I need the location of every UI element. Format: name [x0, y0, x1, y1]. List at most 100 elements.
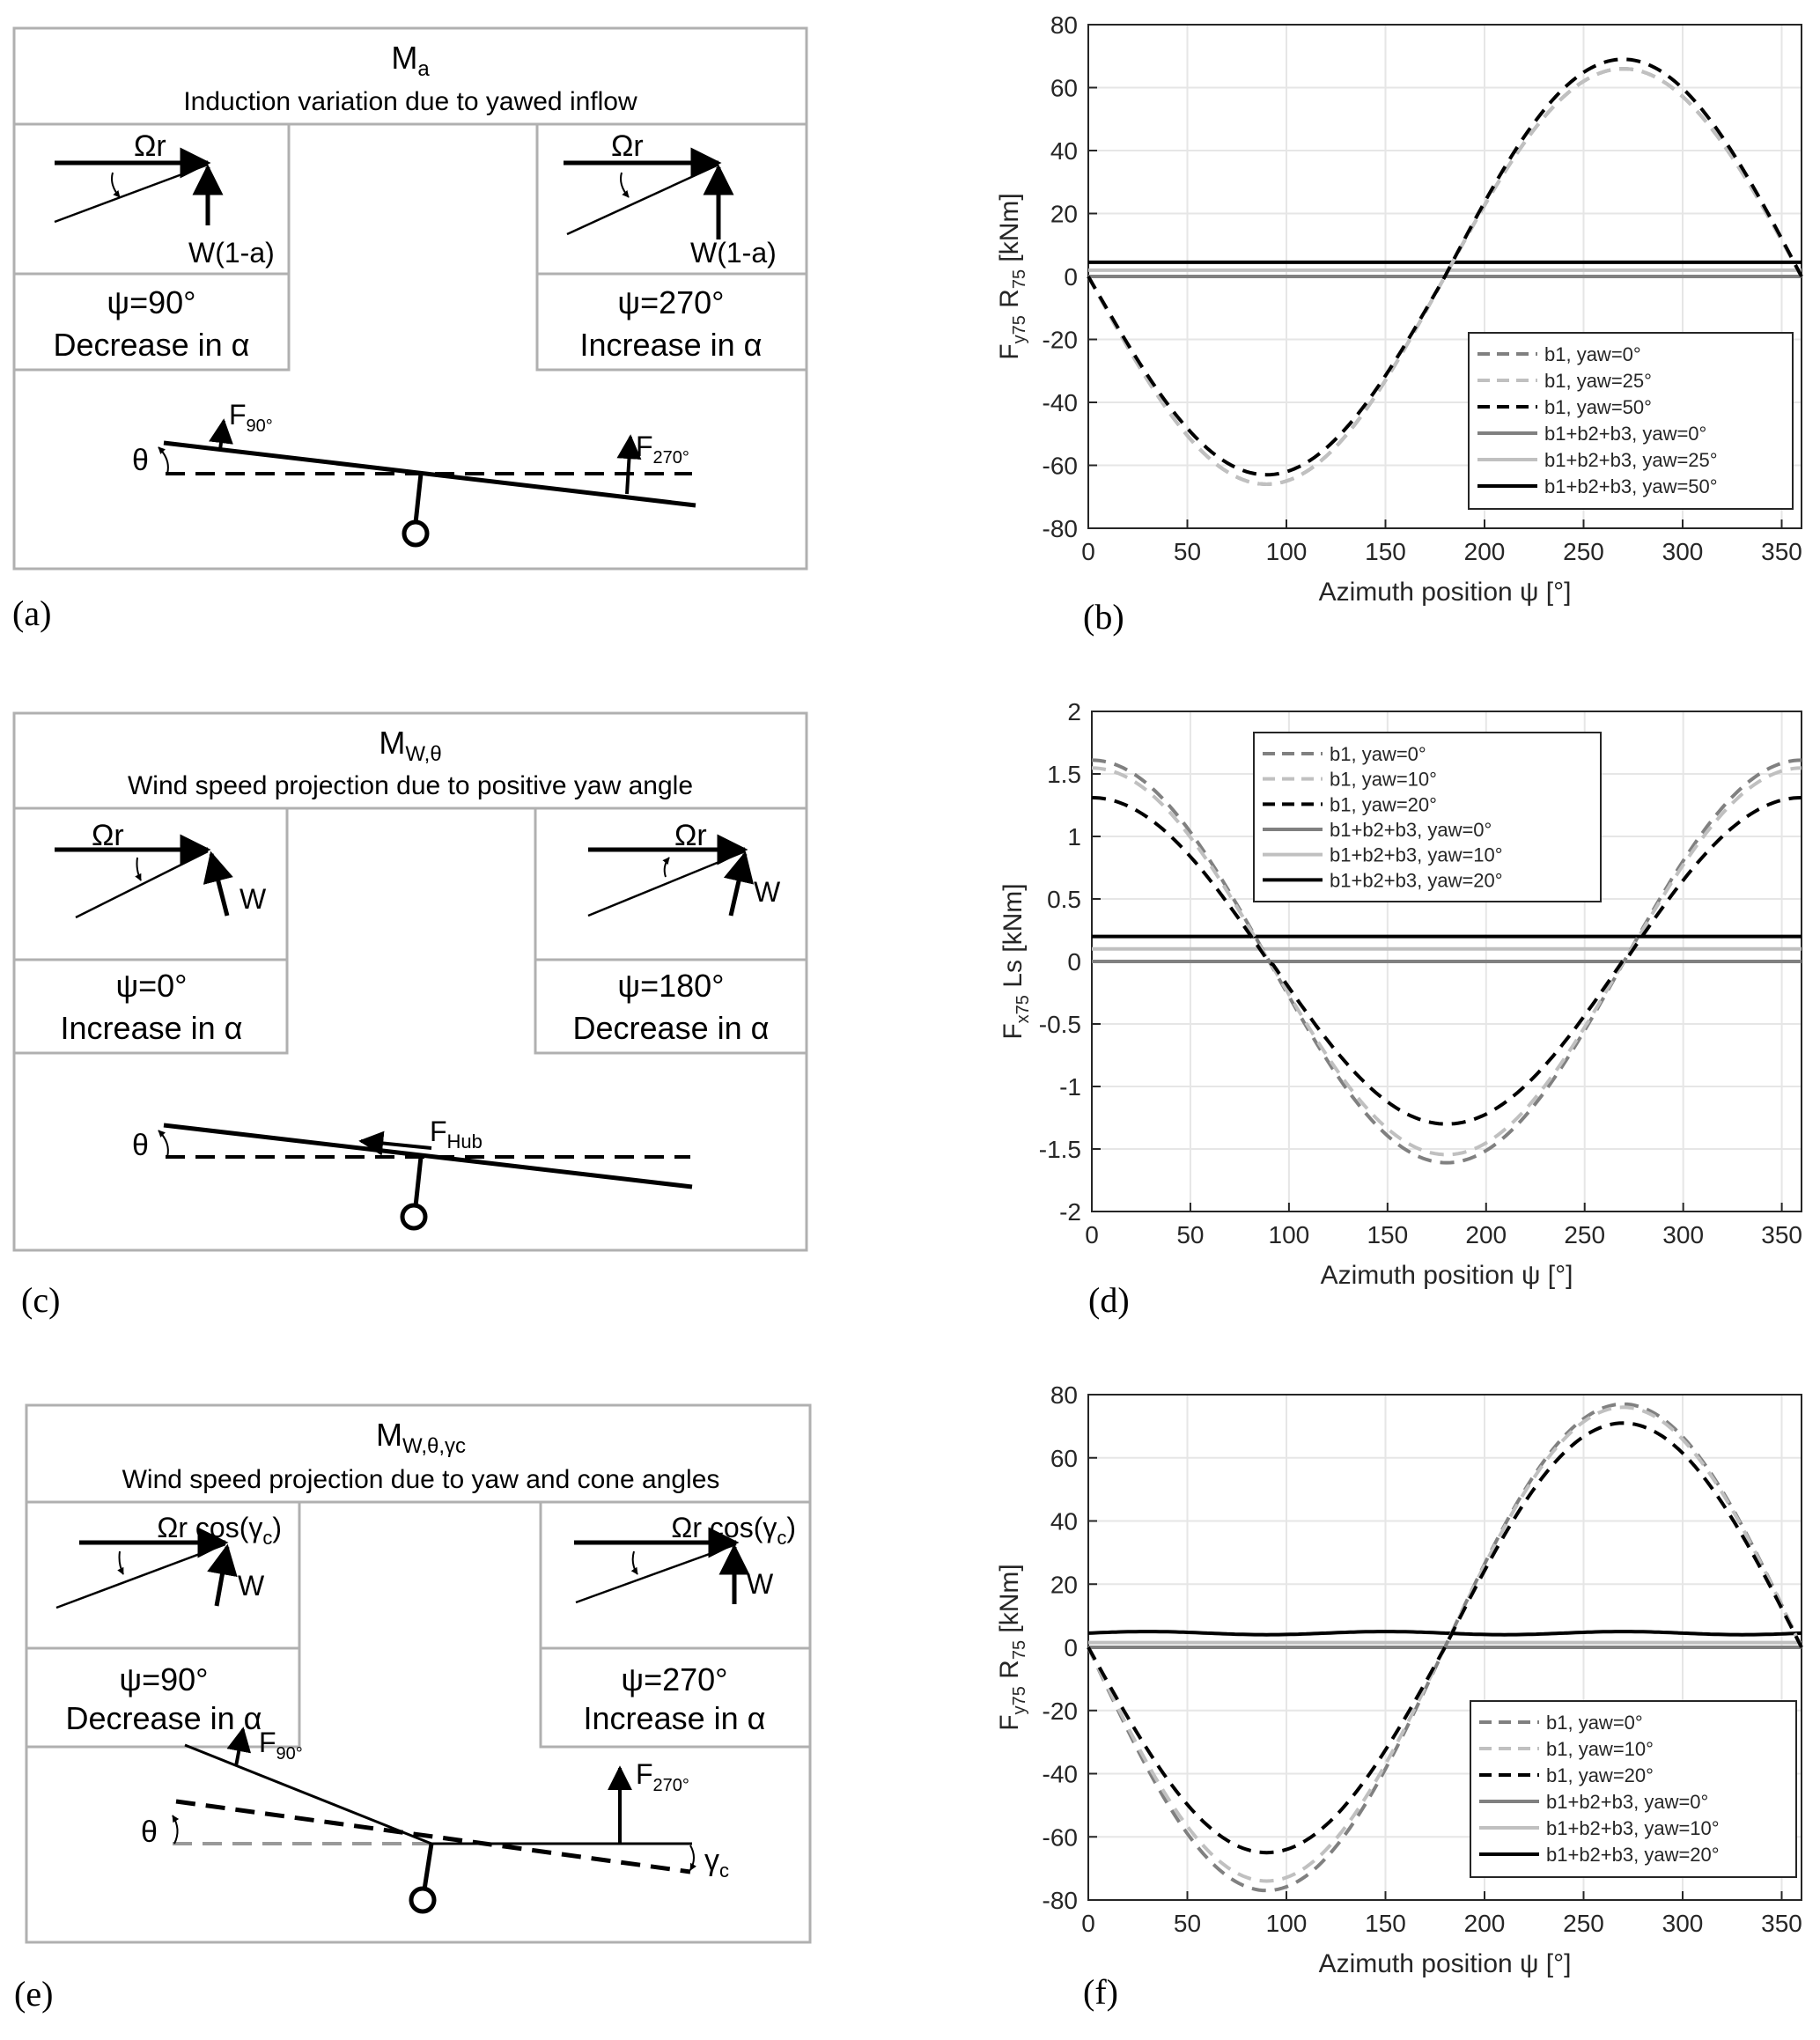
x-tick-label: 50 — [1174, 538, 1201, 565]
x-tick-label: 300 — [1662, 1910, 1704, 1937]
y-tick-label: 60 — [1050, 75, 1078, 102]
x-tick-label: 250 — [1564, 1221, 1605, 1248]
panel-e-left-vec: W — [238, 1570, 265, 1602]
wind-vector-arrow — [203, 851, 233, 917]
y-tick-label: 1 — [1067, 823, 1081, 851]
theta-arc-icon — [158, 1130, 169, 1158]
relative-velocity-line — [75, 850, 209, 919]
panel-e-left-psi: ψ=90° — [119, 1661, 208, 1698]
panel-e-force-left: F90° — [259, 1727, 303, 1764]
panel-e-right-effect: Increase in α — [584, 1700, 766, 1736]
y-tick-label: 80 — [1050, 11, 1078, 39]
panel-c-subtitle: Wind speed projection due to positive ya… — [128, 771, 693, 800]
x-tick-label: 200 — [1464, 538, 1506, 565]
panel-c-right-psi: ψ=180° — [617, 968, 724, 1004]
x-tick-label: 150 — [1365, 1910, 1406, 1937]
theta-arc-icon — [172, 1815, 180, 1845]
panel-a-left-speed: Ωr — [134, 129, 166, 163]
tower-line — [413, 473, 424, 524]
blade-line-coned — [184, 1743, 432, 1845]
series-line — [1087, 1421, 1803, 1855]
y-axis-label-sub: 75 — [1010, 269, 1029, 289]
legend-entry: b1+b2+b3, yaw=20° — [1546, 1844, 1720, 1866]
x-axis-label: Azimuth position ψ [°] — [1319, 578, 1572, 607]
panel-a-left-box — [12, 122, 291, 372]
force-arrow-right — [616, 434, 642, 495]
y-tick-label: -2 — [1059, 1198, 1081, 1226]
panel-a-right-vec: W(1-a) — [690, 237, 777, 269]
panel-e-subtitle: Wind speed projection due to yaw and con… — [122, 1465, 720, 1494]
panel-e-right-psi: ψ=270° — [621, 1661, 727, 1698]
angle-arc-icon — [117, 1550, 124, 1575]
hub-icon — [402, 519, 430, 548]
y-tick-label: -0.5 — [1039, 1011, 1081, 1038]
y-axis-label-part: R — [995, 289, 1024, 315]
panel-c-right-vec: W — [754, 876, 781, 908]
y-tick-label: 20 — [1050, 1571, 1078, 1598]
legend-entry: b1+b2+b3, yaw=0° — [1544, 423, 1706, 445]
panel-a-label: (a) — [12, 593, 51, 633]
x-tick-label: 100 — [1266, 1910, 1308, 1937]
x-tick-label: 300 — [1662, 538, 1704, 565]
panel-c-label: (c) — [21, 1280, 60, 1320]
panel-a-subtitle: Induction variation due to yawed inflow — [183, 87, 637, 116]
legend-entry: b1, yaw=50° — [1544, 396, 1652, 418]
y-axis-label: Fx75 Ls [kNm] — [998, 883, 1033, 1039]
force-arrow-left — [226, 1727, 252, 1767]
y-tick-label: -40 — [1043, 389, 1078, 416]
angle-arc-icon — [135, 857, 142, 881]
y-tick-label: 1.5 — [1047, 761, 1081, 788]
series-line — [1091, 758, 1802, 1165]
panel-e-force-right: F270° — [636, 1758, 689, 1795]
panel-a-right-speed: Ωr — [611, 129, 644, 163]
x-tick-label: 100 — [1266, 538, 1308, 565]
panel-c-left-speed: Ωr — [92, 819, 124, 852]
panel-c-left-box — [12, 806, 289, 1055]
legend-entry: b1+b2+b3, yaw=25° — [1544, 449, 1718, 471]
y-axis-label-part: F — [998, 1023, 1028, 1039]
y-axis-label-sub: x75 — [1013, 995, 1033, 1023]
chart-f: 0 50 100 150 200 250 300 350 -80 -60 -40 -20 0 20 40 60… — [995, 1381, 1803, 2012]
wind-vector-arrow — [723, 851, 755, 917]
y-tick-label: 60 — [1050, 1445, 1078, 1472]
relative-velocity-line — [587, 850, 746, 917]
panel-a-title: Ma — [391, 40, 430, 81]
legend-box — [1253, 732, 1602, 902]
panel-c-force: FHub — [430, 1116, 483, 1153]
blade-line — [163, 440, 696, 508]
gamma-label: γc — [704, 1844, 729, 1882]
x-tick-label: 350 — [1761, 1221, 1802, 1248]
series-line — [1087, 67, 1803, 487]
x-tick-label: 250 — [1563, 1910, 1604, 1937]
x-tick-label: 350 — [1761, 1910, 1802, 1937]
x-tick-label: 200 — [1464, 1910, 1506, 1937]
x-tick-label: 300 — [1662, 1221, 1704, 1248]
y-axis-label-part: R — [995, 1660, 1024, 1686]
y-tick-label: -20 — [1043, 1698, 1078, 1725]
y-axis-label-part: [kNm] — [995, 1564, 1024, 1640]
panel-e-left-effect: Decrease in α — [66, 1700, 262, 1736]
panel-e-diagram: MW,θ,γc Wind speed projection due to yaw… — [14, 1403, 812, 2014]
panel-a-right-box — [535, 122, 808, 372]
panel-a-left-vec: W(1-a) — [188, 237, 275, 269]
x-tick-label: 150 — [1365, 538, 1406, 565]
y-tick-label: 20 — [1050, 201, 1078, 228]
y-tick-label: -1.5 — [1039, 1136, 1081, 1163]
force-arrow-left — [209, 418, 233, 451]
panel-e-title: MW,θ,γc — [376, 1417, 466, 1458]
y-axis-label: Fy75 R75 [kNm] — [995, 1564, 1029, 1731]
panel-c-left-effect: Increase in α — [61, 1010, 243, 1046]
panel-c-left-psi: ψ=0° — [115, 968, 187, 1004]
relative-velocity-line — [566, 163, 719, 236]
y-axis-label-part: [kNm] — [995, 193, 1024, 269]
series-line — [1087, 1630, 1802, 1637]
panel-a-force-right: F270° — [636, 431, 689, 468]
legend-entry: b1+b2+b3, yaw=10° — [1546, 1817, 1720, 1839]
y-tick-label: 40 — [1050, 1508, 1078, 1536]
y-tick-label: -60 — [1043, 453, 1078, 480]
series-line — [1091, 766, 1802, 1157]
gamma-arc-icon — [689, 1845, 697, 1871]
legend-entry: b1, yaw=0° — [1546, 1712, 1643, 1734]
legend-entry: b1+b2+b3, yaw=0° — [1330, 819, 1492, 841]
y-axis-label-part: Ls [kNm] — [998, 883, 1028, 995]
